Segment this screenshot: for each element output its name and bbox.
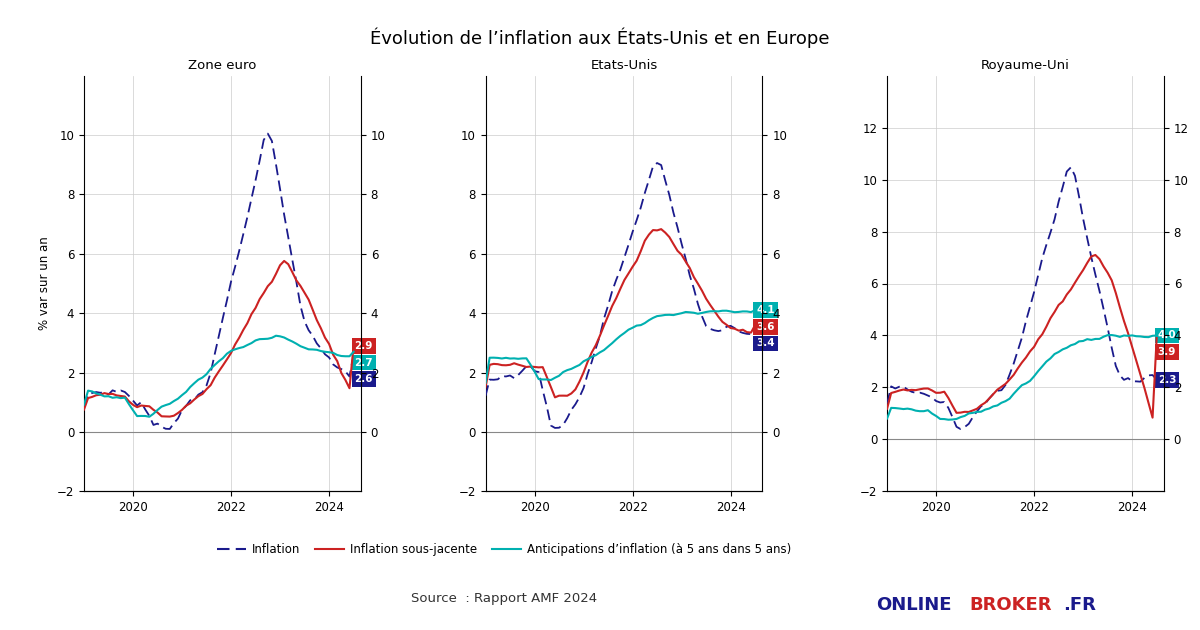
Text: 2.9: 2.9 <box>354 341 373 351</box>
Y-axis label: % var sur un an: % var sur un an <box>38 237 52 330</box>
Text: Source  : Rapport AMF 2024: Source : Rapport AMF 2024 <box>410 592 598 605</box>
Text: Évolution de l’inflation aux États-Unis et en Europe: Évolution de l’inflation aux États-Unis … <box>371 28 829 48</box>
Title: Zone euro: Zone euro <box>188 59 257 72</box>
Text: 4.0: 4.0 <box>1158 331 1176 340</box>
Text: 2.7: 2.7 <box>354 357 373 367</box>
Text: 2.3: 2.3 <box>1158 375 1176 385</box>
Text: 3.4: 3.4 <box>756 338 775 348</box>
Text: 3.9: 3.9 <box>1158 347 1176 357</box>
Text: .FR: .FR <box>1063 596 1096 614</box>
Text: BROKER: BROKER <box>970 596 1052 614</box>
Text: ONLINE: ONLINE <box>876 596 952 614</box>
Title: Etats-Unis: Etats-Unis <box>590 59 658 72</box>
Legend: Inflation, Inflation sous-jacente, Anticipations d’inflation (à 5 ans dans 5 ans: Inflation, Inflation sous-jacente, Antic… <box>212 539 796 561</box>
Text: 4.1: 4.1 <box>756 305 775 315</box>
Text: 2.6: 2.6 <box>354 374 373 384</box>
Text: 3.6: 3.6 <box>756 322 774 332</box>
Title: Royaume-Uni: Royaume-Uni <box>982 59 1070 72</box>
